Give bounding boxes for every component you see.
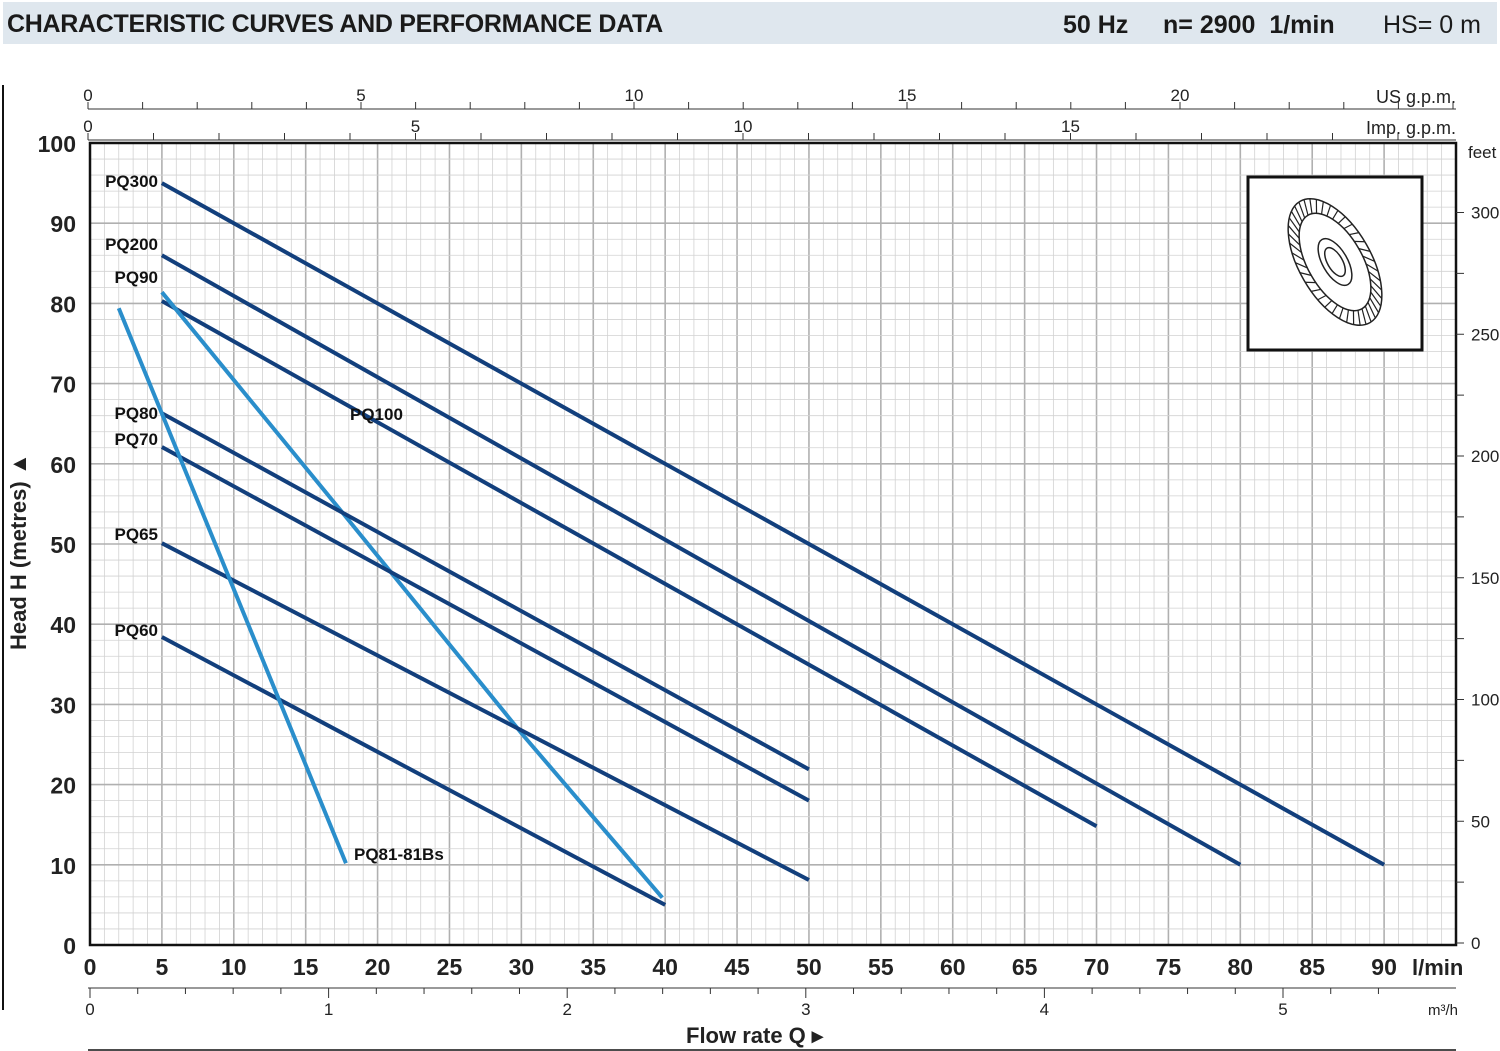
feet-tick-label: 200 <box>1471 447 1499 466</box>
us-gpm-tick-label: 5 <box>356 86 365 105</box>
feet-tick-label: 100 <box>1471 691 1499 710</box>
curve-pq60 <box>160 635 667 907</box>
x-tick-label: 85 <box>1299 954 1325 980</box>
y-tick-label: 80 <box>50 291 76 317</box>
x-tick-label: 70 <box>1084 954 1110 980</box>
y-tick-label: 100 <box>38 131 76 157</box>
curve-label-pq80: PQ80 <box>115 404 158 423</box>
speed: n= 2900 1/min <box>1163 11 1335 39</box>
imp-gpm-unit-label: Imp. g.p.m. <box>1366 118 1456 138</box>
y-tick-label: 30 <box>50 692 76 718</box>
curve-pq80 <box>160 411 810 772</box>
frequency: 50 Hz <box>1063 11 1129 39</box>
y-tick-label: 20 <box>50 773 76 799</box>
x-tick-label: 50 <box>796 954 822 980</box>
x-tick-label: 90 <box>1371 954 1397 980</box>
x-tick-label: 60 <box>940 954 966 980</box>
y-tick-label: 90 <box>50 211 76 237</box>
m3h-tick-label: 4 <box>1040 1000 1049 1019</box>
x-tick-label: 65 <box>1012 954 1038 980</box>
feet-unit-label: feet <box>1468 143 1497 162</box>
header-bar: CHARACTERISTIC CURVES AND PERFORMANCE DA… <box>3 2 1497 44</box>
x-tick-label: 5 <box>155 954 168 980</box>
x-unit-label: l/min <box>1412 955 1463 980</box>
curve-pq300 <box>160 181 1386 867</box>
curve-pq100 <box>160 299 1098 829</box>
curve-pq70 <box>160 445 810 803</box>
us-gpm-tick-label: 10 <box>625 86 644 105</box>
us-gpm-tick-label: 0 <box>83 86 92 105</box>
y-tick-label: 10 <box>50 853 76 879</box>
curve-label-pq60: PQ60 <box>115 621 158 640</box>
page-title: CHARACTERISTIC CURVES AND PERFORMANCE DA… <box>7 10 663 38</box>
x-tick-label: 40 <box>652 954 678 980</box>
curve-pq200 <box>160 253 1242 867</box>
m3h-tick-label: 5 <box>1278 1000 1287 1019</box>
curve-label-pq65: PQ65 <box>115 525 158 544</box>
y-tick-label: 60 <box>50 452 76 478</box>
imp-gpm-tick-label: 10 <box>734 117 753 136</box>
x-tick-label: 15 <box>293 954 319 980</box>
m3h-tick-label: 1 <box>324 1000 333 1019</box>
feet-tick-label: 50 <box>1471 812 1490 831</box>
impeller-image-frame <box>1246 175 1424 352</box>
feet-tick-label: 0 <box>1471 934 1480 953</box>
plot-frame <box>88 141 1458 947</box>
curve-label-pq300: PQ300 <box>105 172 158 191</box>
curve-label-pq70: PQ70 <box>115 430 158 449</box>
x-tick-label: 75 <box>1156 954 1182 980</box>
x-tick-label: 55 <box>868 954 894 980</box>
us-gpm-tick-label: 15 <box>898 86 917 105</box>
x-tick-label: 80 <box>1228 954 1254 980</box>
curve-pq90 <box>160 290 664 899</box>
y-tick-label: 0 <box>63 933 76 959</box>
x-tick-label: 20 <box>365 954 391 980</box>
m3h-unit-label: m³/h <box>1428 1002 1458 1019</box>
x-tick-label: 0 <box>84 954 97 980</box>
us-gpm-tick-label: 20 <box>1171 86 1190 105</box>
imp-gpm-tick-label: 15 <box>1061 117 1080 136</box>
curve-label-pq100: PQ100 <box>350 405 403 424</box>
x-tick-label: 45 <box>724 954 750 980</box>
y-axis-label: Head H (metres) ▲ <box>6 453 31 650</box>
m3h-tick-label: 2 <box>562 1000 571 1019</box>
imp-gpm-tick-label: 5 <box>411 117 420 136</box>
x-tick-label: 10 <box>221 954 247 980</box>
x-tick-label: 35 <box>580 954 606 980</box>
m3h-tick-label: 0 <box>85 1000 94 1019</box>
m3h-tick-label: 3 <box>801 1000 810 1019</box>
curve-pq81-81bs <box>116 307 348 864</box>
suction-height: HS= 0 m <box>1383 11 1481 39</box>
curve-label-pq90: PQ90 <box>115 268 158 287</box>
x-tick-label: 25 <box>437 954 463 980</box>
feet-tick-label: 300 <box>1471 204 1499 223</box>
y-tick-label: 70 <box>50 372 76 398</box>
imp-gpm-tick-label: 0 <box>83 117 92 136</box>
x-axis-label: Flow rate Q ▸ <box>686 1023 824 1048</box>
y-tick-label: 40 <box>50 612 76 638</box>
curve-label-pq81-81bs: PQ81-81Bs <box>354 845 444 864</box>
feet-tick-label: 150 <box>1471 569 1499 588</box>
feet-tick-label: 250 <box>1471 325 1499 344</box>
x-tick-label: 30 <box>509 954 535 980</box>
impeller-icon <box>1287 198 1383 326</box>
us-gpm-unit-label: US g.p.m. <box>1376 87 1456 107</box>
curve-label-pq200: PQ200 <box>105 235 158 254</box>
y-tick-label: 50 <box>50 532 76 558</box>
curve-pq65 <box>160 541 810 882</box>
